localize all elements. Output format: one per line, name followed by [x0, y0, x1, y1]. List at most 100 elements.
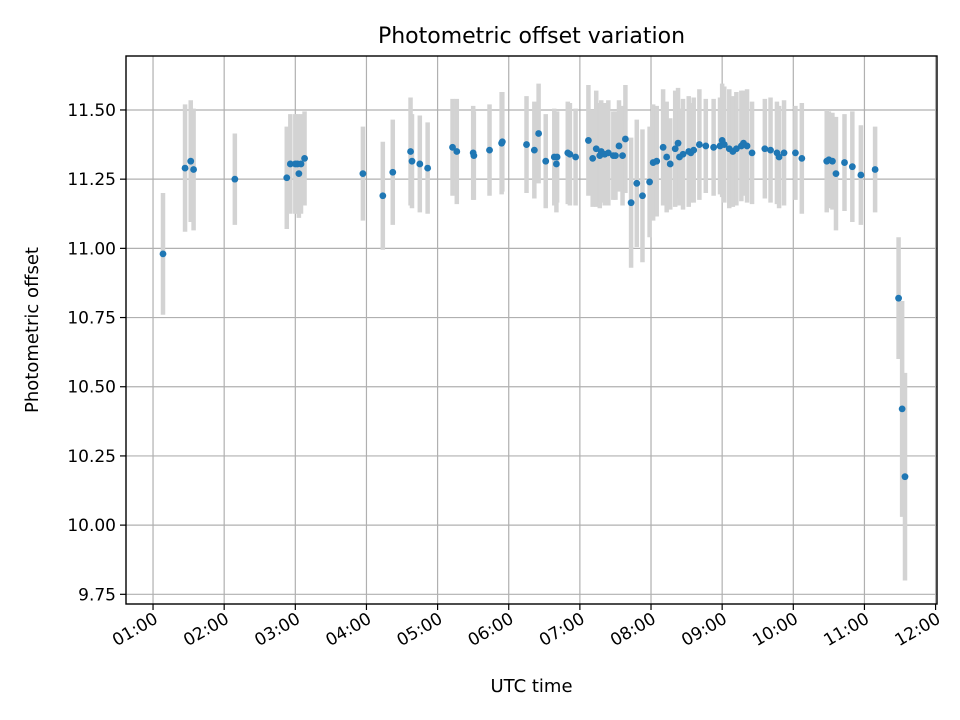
data-point	[857, 171, 865, 179]
y-axis-label: Photometric offset	[22, 247, 43, 413]
data-point	[535, 130, 543, 137]
data-point	[679, 150, 687, 158]
data-point	[829, 157, 836, 165]
data-point	[486, 146, 493, 154]
data-point	[553, 153, 561, 161]
x-tick-label: 07:00	[536, 609, 588, 651]
data-point	[181, 164, 189, 172]
y-axis: 9.75 10.00 10.25 10.50 10.75 11.00 11.25 11.50	[67, 101, 126, 605]
data-point	[453, 148, 461, 155]
x-tick-label: 11:00	[821, 609, 873, 651]
data-point	[359, 170, 367, 178]
data-point	[663, 153, 671, 161]
data-point	[841, 159, 848, 166]
data-point	[612, 152, 619, 160]
data-point	[767, 146, 774, 154]
x-tick-label: 04:00	[323, 609, 375, 651]
data-point	[666, 160, 674, 168]
data-point	[449, 143, 456, 151]
data-point	[639, 192, 646, 200]
data-point	[615, 142, 623, 150]
data-point	[646, 178, 653, 186]
data-point	[572, 153, 580, 161]
y-tick-label: 11.50	[67, 101, 116, 121]
data-point	[720, 141, 728, 148]
y-tick-label: 10.50	[67, 378, 116, 398]
data-point	[619, 152, 626, 160]
data-point	[690, 146, 698, 154]
data-point	[589, 155, 597, 162]
data-point	[895, 294, 902, 302]
data-point	[283, 174, 291, 182]
data-point	[159, 250, 167, 258]
data-point	[542, 157, 550, 165]
data-point	[653, 157, 661, 165]
data-point	[498, 138, 506, 146]
data-point	[743, 142, 751, 150]
y-tick-label: 10.00	[67, 516, 116, 536]
data-point	[798, 155, 806, 162]
data-point	[231, 175, 239, 183]
data-point	[566, 150, 574, 158]
data-point	[695, 141, 703, 148]
data-point	[187, 157, 195, 165]
data-point	[523, 141, 530, 148]
data-point	[627, 199, 635, 207]
x-tick-label: 09:00	[678, 609, 730, 651]
data-point	[301, 155, 308, 162]
data-point	[379, 192, 387, 200]
y-tick-label: 11.00	[67, 239, 116, 259]
data-point	[389, 168, 397, 176]
data-point	[832, 170, 840, 178]
x-tick-label: 02:00	[180, 609, 232, 651]
data-point	[552, 160, 560, 168]
data-point	[848, 163, 856, 171]
x-tick-label: 01:00	[109, 609, 161, 651]
data-point	[671, 145, 679, 153]
x-tick-label: 03:00	[251, 609, 303, 651]
data-point	[407, 148, 414, 155]
data-point	[295, 170, 303, 178]
x-tick-label: 06:00	[465, 609, 517, 651]
data-point	[622, 135, 629, 143]
data-point	[633, 179, 641, 187]
data-point	[530, 146, 538, 154]
data-point	[748, 149, 756, 157]
x-tick-label: 08:00	[607, 609, 659, 651]
data-point	[792, 149, 799, 157]
grid	[126, 56, 937, 604]
data-point	[659, 143, 667, 151]
data-point	[297, 160, 305, 168]
data-point	[585, 137, 592, 144]
x-tick-label: 10:00	[749, 609, 801, 651]
data-point	[898, 405, 906, 413]
x-axis: 01:00 02:00 03:00 04:00 05:00 06:00 07:00 08:00…	[109, 604, 944, 651]
data-point	[702, 142, 710, 150]
data-point	[901, 473, 909, 481]
data-point	[408, 157, 416, 165]
data-points	[159, 130, 909, 481]
x-axis-label: UTC time	[490, 676, 572, 697]
y-tick-label: 9.75	[78, 585, 116, 605]
data-point	[424, 164, 432, 172]
data-point	[775, 153, 783, 161]
y-tick-label: 10.25	[67, 447, 116, 467]
data-point	[416, 160, 424, 168]
data-point	[286, 160, 294, 168]
data-point	[190, 166, 197, 173]
data-point	[592, 145, 600, 153]
data-point	[732, 145, 740, 153]
y-tick-label: 11.25	[67, 170, 116, 190]
data-point	[780, 149, 788, 157]
y-tick-label: 10.75	[67, 309, 116, 329]
data-point	[761, 145, 769, 153]
data-point	[674, 139, 682, 147]
plot-frame	[125, 55, 938, 605]
data-point	[470, 152, 478, 160]
data-point	[871, 166, 879, 173]
x-tick-label: 05:00	[394, 609, 446, 651]
x-tick-label: 12:00	[892, 609, 944, 651]
data-point	[710, 143, 718, 151]
chart-title: Photometric offset variation	[378, 24, 685, 49]
